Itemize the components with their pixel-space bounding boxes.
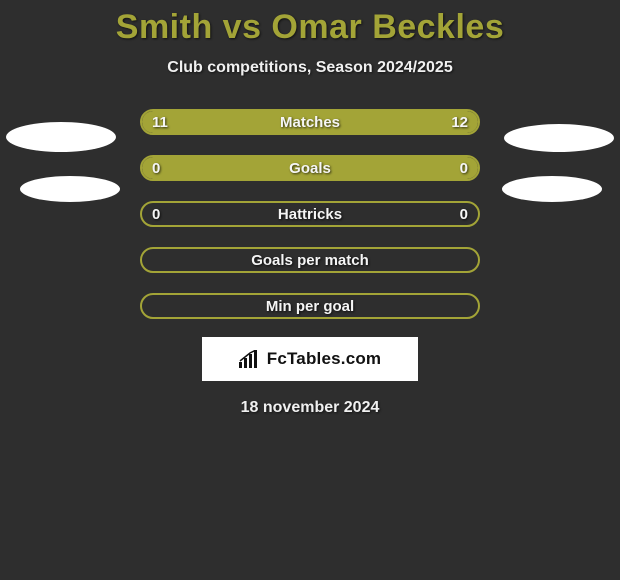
stat-right-value: 12: [451, 114, 468, 131]
stat-row: Min per goal: [140, 293, 480, 319]
player-left-ellipse-2: [20, 176, 120, 202]
player-right-ellipse-1: [504, 124, 614, 152]
stat-right-value: 0: [460, 206, 468, 223]
stat-row: 0 Goals 0: [140, 155, 480, 181]
player-left-ellipse-1: [6, 122, 116, 152]
stat-label: Hattricks: [278, 206, 342, 223]
stat-right-value: 0: [460, 160, 468, 177]
stat-row: 0 Hattricks 0: [140, 201, 480, 227]
stat-label: Matches: [280, 114, 340, 131]
page-title: Smith vs Omar Beckles: [0, 0, 620, 47]
stat-left-value: 0: [152, 160, 160, 177]
brand-box[interactable]: FcTables.com: [202, 337, 418, 381]
player-right-ellipse-2: [502, 176, 602, 202]
brand-text: FcTables.com: [267, 349, 382, 369]
stat-label: Goals per match: [251, 252, 369, 269]
stat-row: 11 Matches 12: [140, 109, 480, 135]
date-text: 18 november 2024: [0, 399, 620, 417]
stat-left-value: 0: [152, 206, 160, 223]
chart-icon: [239, 350, 261, 368]
subtitle: Club competitions, Season 2024/2025: [0, 59, 620, 77]
stat-row: Goals per match: [140, 247, 480, 273]
stat-left-value: 11: [152, 114, 168, 131]
stat-label: Goals: [289, 160, 331, 177]
stat-label: Min per goal: [266, 298, 354, 315]
